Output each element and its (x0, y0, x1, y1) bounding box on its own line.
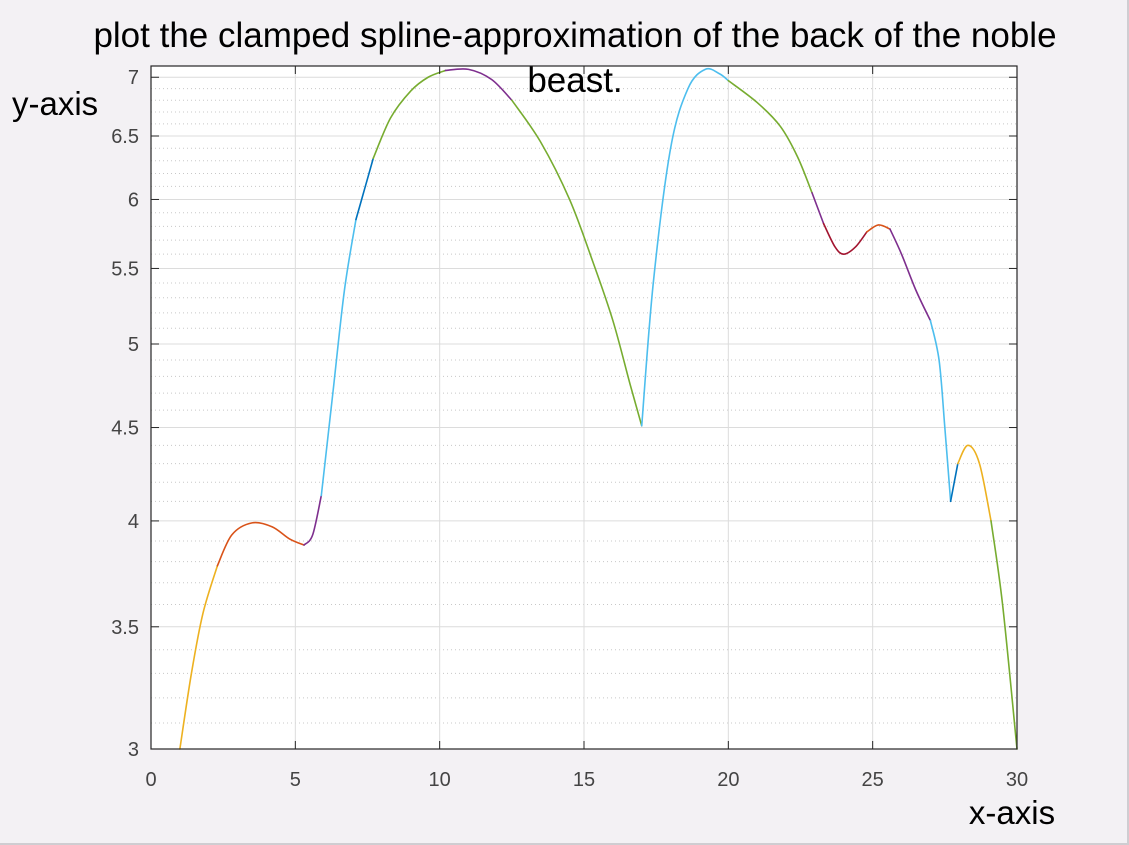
x-tick-label: 10 (429, 769, 451, 791)
spline-segment (727, 79, 813, 194)
y-tick-label: 4 (128, 511, 139, 533)
x-tick-labels: 0 5 10 15 20 25 30 (145, 769, 1028, 791)
y-axis-label: y-axis (12, 85, 98, 122)
spline-segment (811, 192, 825, 225)
x-tick-label: 20 (717, 769, 739, 791)
spline-segment (216, 521, 305, 567)
y-tick-label: 5 (128, 334, 139, 356)
y-tick-label: 5.5 (111, 258, 139, 280)
spline-segment (866, 224, 891, 233)
spline-segment (822, 222, 868, 255)
spline-segment (303, 494, 323, 546)
y-tick-label: 3 (128, 739, 139, 761)
spline-segment (889, 228, 932, 322)
y-tick-label: 6 (128, 189, 139, 211)
y-tick-label: 7 (128, 67, 139, 89)
spline-segment (355, 157, 375, 221)
spline-segment (949, 462, 959, 503)
x-tick-label: 5 (290, 769, 301, 791)
spline-segment (179, 564, 219, 750)
tick-marks (150, 66, 1018, 750)
chart-title-line-2: beast. (527, 61, 622, 100)
chart-title-line-1: plot the clamped spline-approximation of… (93, 16, 1056, 55)
x-tick-label: 25 (862, 769, 884, 791)
x-tick-label: 30 (1006, 769, 1028, 791)
spline-segment (372, 69, 447, 160)
spline-segment (444, 68, 513, 102)
x-tick-label: 15 (573, 769, 595, 791)
y-tick-label: 3.5 (111, 617, 139, 639)
spline-segment (957, 444, 992, 522)
spline-segment (511, 99, 643, 427)
spline-segment (640, 67, 730, 427)
x-tick-label: 0 (145, 769, 156, 791)
y-tick-label: 4.5 (111, 418, 139, 440)
y-tick-labels: 3 3.5 4 4.5 5 5.5 6 6.5 7 (111, 67, 139, 761)
y-tick-label: 6.5 (111, 126, 139, 148)
series-group (179, 67, 1018, 750)
spline-segment (990, 520, 1018, 750)
x-axis-label: x-axis (969, 794, 1055, 831)
spline-segment (929, 319, 952, 503)
spline-segment (320, 218, 357, 497)
